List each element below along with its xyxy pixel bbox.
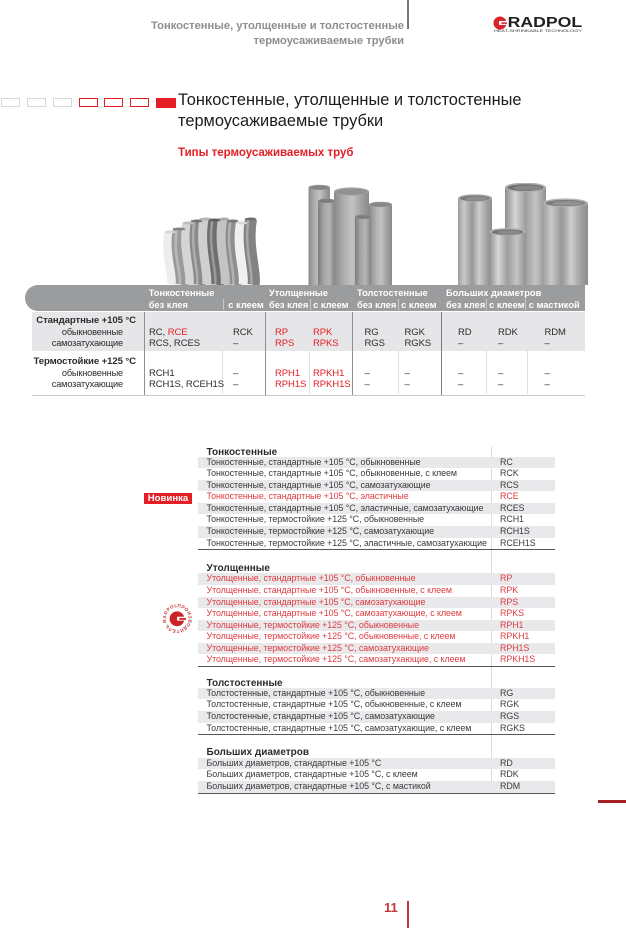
svg-text:HEAT-SHRINKABLE TECHNOLOGY: HEAT-SHRINKABLE TECHNOLOGY xyxy=(494,29,583,33)
svg-text:RADPOL: RADPOL xyxy=(508,14,582,31)
